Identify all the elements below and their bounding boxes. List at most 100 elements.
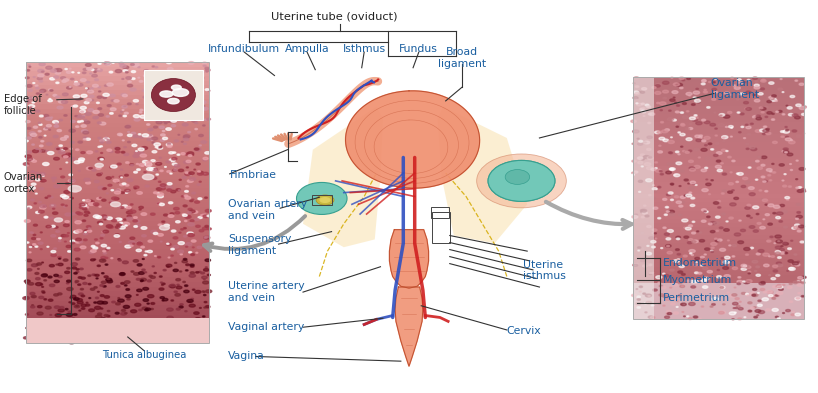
Circle shape	[126, 288, 129, 290]
Text: Ovarian
cortex: Ovarian cortex	[4, 172, 43, 194]
Bar	[26, 282, 209, 286]
Circle shape	[159, 323, 165, 326]
Circle shape	[88, 90, 92, 92]
Circle shape	[138, 77, 140, 78]
Circle shape	[771, 277, 775, 280]
Circle shape	[183, 259, 187, 260]
Text: Fimbriae: Fimbriae	[230, 170, 276, 180]
Circle shape	[798, 261, 799, 262]
Circle shape	[204, 236, 209, 238]
Circle shape	[53, 180, 55, 182]
Circle shape	[172, 158, 177, 160]
Circle shape	[775, 235, 781, 238]
Circle shape	[733, 85, 735, 86]
Circle shape	[207, 90, 210, 91]
Circle shape	[151, 309, 153, 310]
Circle shape	[678, 282, 682, 284]
Circle shape	[143, 75, 147, 77]
Circle shape	[79, 115, 81, 116]
Circle shape	[88, 109, 93, 111]
Circle shape	[167, 266, 169, 267]
Circle shape	[104, 219, 106, 220]
Circle shape	[32, 305, 34, 306]
Circle shape	[732, 160, 735, 162]
Bar	[26, 132, 209, 137]
Circle shape	[190, 320, 194, 322]
Circle shape	[752, 294, 756, 296]
Circle shape	[741, 126, 744, 128]
Circle shape	[176, 279, 181, 281]
Circle shape	[35, 272, 39, 274]
Circle shape	[684, 179, 688, 181]
Circle shape	[97, 174, 101, 176]
Circle shape	[666, 171, 672, 174]
Circle shape	[78, 121, 81, 123]
Circle shape	[105, 85, 108, 86]
Circle shape	[631, 160, 636, 162]
Polygon shape	[303, 107, 383, 247]
Circle shape	[712, 298, 718, 300]
Circle shape	[180, 254, 182, 255]
Circle shape	[683, 255, 687, 257]
Circle shape	[677, 264, 681, 266]
Circle shape	[95, 307, 101, 309]
Circle shape	[106, 315, 110, 317]
Bar	[26, 320, 209, 324]
Circle shape	[678, 200, 685, 204]
Circle shape	[174, 324, 180, 327]
Circle shape	[782, 151, 785, 152]
Circle shape	[643, 293, 645, 294]
Circle shape	[169, 102, 173, 104]
Circle shape	[645, 215, 649, 217]
Bar	[26, 109, 209, 114]
Circle shape	[694, 99, 700, 102]
Circle shape	[93, 116, 98, 119]
Circle shape	[696, 122, 702, 125]
Circle shape	[110, 202, 111, 203]
Circle shape	[190, 200, 193, 202]
Circle shape	[60, 307, 64, 309]
Circle shape	[761, 164, 765, 166]
Circle shape	[176, 332, 180, 333]
Bar	[26, 212, 209, 217]
Circle shape	[650, 197, 655, 200]
Circle shape	[79, 241, 83, 243]
Circle shape	[26, 112, 32, 114]
Circle shape	[131, 64, 134, 65]
Circle shape	[798, 277, 802, 279]
Circle shape	[186, 153, 190, 155]
Bar	[26, 286, 209, 291]
Circle shape	[96, 297, 99, 299]
Circle shape	[189, 252, 191, 253]
Circle shape	[688, 318, 692, 320]
Circle shape	[703, 286, 708, 288]
FancyArrowPatch shape	[546, 202, 631, 229]
Circle shape	[643, 156, 649, 158]
Circle shape	[717, 270, 720, 271]
Circle shape	[684, 195, 687, 196]
Circle shape	[151, 213, 155, 215]
Circle shape	[61, 235, 66, 237]
Circle shape	[70, 240, 74, 242]
Circle shape	[694, 316, 698, 318]
Bar	[26, 268, 209, 273]
Circle shape	[772, 298, 775, 299]
Circle shape	[756, 213, 759, 215]
Circle shape	[720, 248, 726, 251]
Circle shape	[756, 115, 761, 117]
Circle shape	[119, 260, 121, 261]
Circle shape	[780, 252, 785, 254]
Circle shape	[631, 120, 636, 123]
Circle shape	[53, 94, 57, 96]
Circle shape	[26, 84, 32, 87]
Circle shape	[125, 72, 128, 73]
Circle shape	[750, 123, 753, 125]
Circle shape	[48, 318, 54, 321]
Circle shape	[51, 235, 56, 237]
Circle shape	[796, 160, 798, 161]
Circle shape	[146, 308, 151, 310]
Circle shape	[40, 205, 46, 208]
Circle shape	[107, 247, 110, 249]
Circle shape	[91, 201, 94, 202]
Circle shape	[189, 177, 196, 180]
